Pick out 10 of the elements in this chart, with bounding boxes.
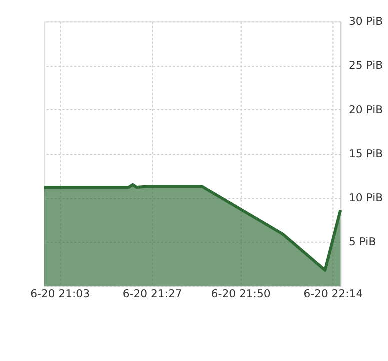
y-tick-label: 25 PiB	[349, 59, 384, 72]
x-tick-label: 6-20 21:27	[122, 288, 182, 301]
x-tick-label: 6-20 22:14	[304, 288, 364, 301]
x-tick-label: 6-20 21:03	[30, 288, 90, 301]
x-tick-label: 6-20 21:50	[211, 288, 271, 301]
y-tick-label: 10 PiB	[349, 192, 384, 205]
y-tick-label: 30 PiB	[349, 15, 384, 28]
y-tick-label: 20 PiB	[349, 103, 384, 116]
y-tick-label: 5 PiB	[349, 236, 376, 249]
y-tick-label: 15 PiB	[349, 147, 384, 160]
